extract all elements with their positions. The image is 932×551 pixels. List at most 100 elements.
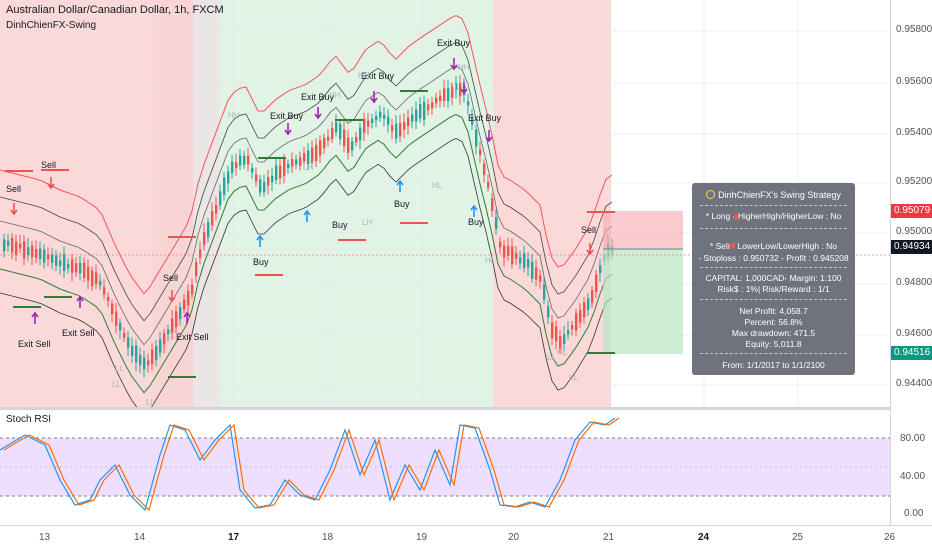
candle (319, 140, 322, 156)
candle (395, 123, 398, 139)
sell-zone (493, 0, 611, 407)
candle (423, 101, 426, 120)
candle (75, 263, 78, 273)
candle (143, 357, 146, 370)
candle (315, 144, 318, 161)
candle (323, 137, 326, 149)
candle (403, 122, 406, 130)
buy-label: Buy (332, 220, 348, 230)
oscillator-title[interactable]: Stoch RSI (6, 414, 52, 425)
buy-label: Buy (253, 257, 269, 267)
indicator-name[interactable]: DinhChienFX-Swing (6, 20, 97, 31)
candle (511, 246, 514, 265)
candle (411, 114, 414, 122)
candle (127, 337, 130, 348)
exit-sell-arrow-icon (31, 311, 39, 324)
swing-label: LL (146, 398, 155, 407)
candle (171, 318, 174, 333)
candle (283, 158, 286, 176)
candle (559, 336, 562, 349)
exit-sell-label: Exit Sell (176, 332, 209, 342)
candle (19, 243, 22, 249)
candle (287, 163, 290, 169)
divider (700, 353, 847, 354)
candle (527, 259, 530, 268)
time-tick: 25 (792, 532, 804, 543)
candle (251, 167, 254, 173)
candle (55, 255, 58, 266)
candle (475, 129, 478, 147)
candle (255, 174, 258, 182)
candle (51, 254, 54, 264)
candle (199, 249, 202, 258)
triangle-markers (728, 213, 740, 250)
buy-label: Buy (394, 199, 410, 209)
candle (543, 284, 546, 300)
candle (151, 349, 154, 365)
takeprofit-zone (603, 249, 683, 354)
time-axis[interactable]: 13 14 17 18 19 20 21 24 25 26 (0, 525, 932, 551)
candle (503, 245, 506, 258)
exit-buy-label: Exit Buy (270, 111, 304, 121)
capital-margin: CAPITAL: 1,000CAD- Margin: 1:100 (705, 273, 842, 283)
osc-tick: 0.00 (904, 508, 924, 519)
candle (219, 191, 222, 206)
pane-separator[interactable] (0, 407, 932, 410)
candle (35, 248, 38, 258)
candle (115, 311, 118, 326)
swing-label: LL (112, 380, 121, 389)
candle (575, 313, 578, 331)
candle (203, 232, 206, 245)
price-tick: 0.95800 (896, 24, 932, 35)
candle (451, 87, 454, 98)
candle (455, 83, 458, 91)
candle (567, 330, 570, 335)
candle (495, 217, 498, 229)
percent: Percent: 56.8% (744, 317, 803, 327)
price-chart-pane[interactable]: Exit Buy Exit Buy Exit Buy Exit Buy Exit Buy… (0, 0, 890, 407)
time-tick: 14 (134, 532, 146, 543)
swing-label: HH (458, 63, 470, 72)
price-axis[interactable]: 0.95800 0.95600 0.95400 0.95200 0.95000 … (890, 0, 932, 525)
stoch-rsi-chart[interactable] (0, 410, 890, 525)
candle (83, 262, 86, 278)
triangle-down-icon (728, 243, 736, 250)
exit-buy-arrow-icon (370, 91, 378, 104)
sell-arrow-icon (586, 243, 594, 256)
swing-label: LL (115, 364, 124, 373)
candle (59, 260, 62, 267)
divider (700, 228, 847, 229)
exit-buy-label: Exit Buy (301, 92, 335, 102)
candle (259, 179, 262, 193)
swing-label: LL (547, 353, 556, 362)
candle (519, 257, 522, 264)
swing-label: HH (329, 91, 341, 100)
candle (363, 118, 366, 133)
candle (95, 272, 98, 285)
last-price-tag: 0.94934 (891, 240, 932, 254)
candle (419, 104, 422, 119)
price-tick: 0.95600 (896, 76, 932, 87)
candle (147, 360, 150, 366)
candle (227, 171, 230, 184)
exit-buy-arrow-icon (314, 107, 322, 120)
candle (383, 114, 386, 119)
candle (595, 274, 598, 292)
candle (587, 298, 590, 310)
sell-label: Sell (6, 184, 21, 194)
max-drawdown: Max drawdown: 471.5 (731, 328, 816, 338)
swing-label: HL (557, 348, 568, 357)
osc-tick: 80.00 (900, 433, 926, 444)
candle (91, 270, 94, 287)
exit-buy-label: Exit Buy (468, 113, 502, 123)
candle (467, 101, 470, 106)
stoploss-zone (603, 211, 683, 249)
candle (347, 137, 350, 153)
candle (163, 333, 166, 345)
risk-reward: Risk$ : 1%| Risk/Reward : 1/1 (717, 284, 830, 294)
candle (427, 104, 430, 111)
sell-label: Sell (41, 160, 56, 170)
stoch-rsi-pane[interactable] (0, 410, 890, 525)
candle (87, 266, 90, 281)
price-chart[interactable]: Exit Buy Exit Buy Exit Buy Exit Buy Exit Buy… (0, 0, 890, 407)
